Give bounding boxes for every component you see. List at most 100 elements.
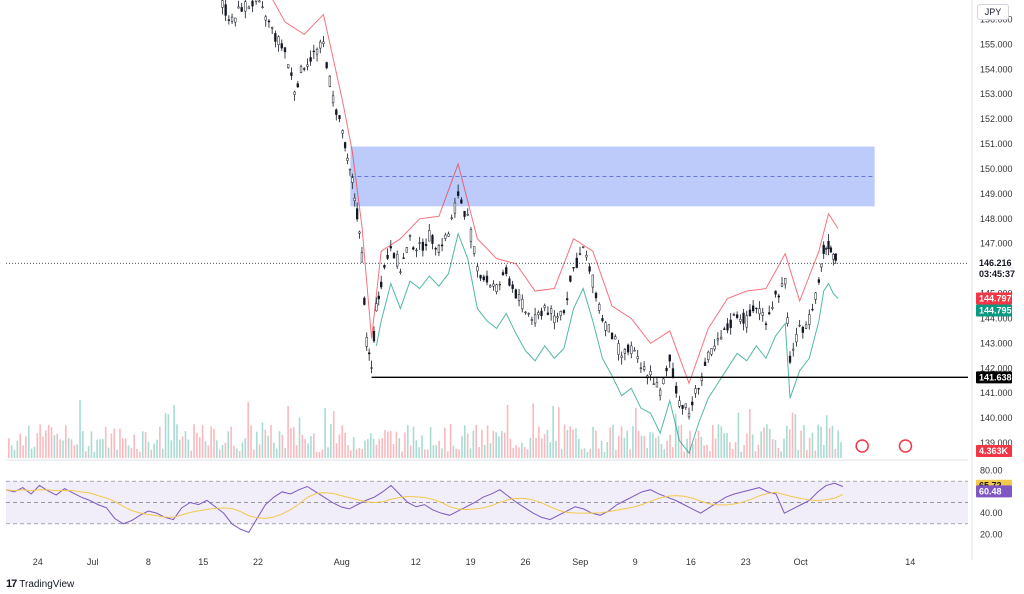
trail-green-badge-bg bbox=[976, 304, 1012, 317]
volume-bar bbox=[144, 431, 147, 458]
volume-bar bbox=[600, 440, 603, 458]
candle-body bbox=[768, 312, 771, 315]
tradingview-logo-icon: 17 bbox=[6, 578, 17, 590]
volume-bar bbox=[418, 447, 420, 458]
candle-body bbox=[553, 315, 556, 324]
volume-bar bbox=[133, 434, 135, 458]
candle-body bbox=[274, 33, 277, 42]
candle-body bbox=[524, 311, 527, 314]
volume-bar bbox=[104, 426, 107, 458]
candle-body bbox=[537, 312, 540, 316]
trail-red-badge-bg bbox=[976, 292, 1012, 305]
volume-bar bbox=[73, 445, 76, 458]
candle-body bbox=[748, 309, 752, 317]
candle-body bbox=[713, 345, 716, 350]
candle-body bbox=[827, 240, 830, 249]
volume-bar bbox=[295, 445, 298, 458]
volume-bar bbox=[446, 451, 449, 458]
price-tick-label: 150.000 bbox=[980, 164, 1013, 174]
volume-bar bbox=[578, 438, 580, 458]
candle-body bbox=[582, 246, 585, 248]
candle-body bbox=[290, 72, 293, 76]
candle-body bbox=[668, 354, 671, 362]
currency-button[interactable]: JPY bbox=[977, 4, 1009, 20]
volume-bar bbox=[669, 434, 671, 458]
candle-body bbox=[408, 235, 412, 237]
volume-bar bbox=[102, 438, 104, 458]
volume-bar bbox=[814, 450, 817, 458]
volume-bar bbox=[686, 438, 688, 458]
volume-bar bbox=[10, 445, 13, 458]
volume-bar bbox=[543, 434, 546, 458]
volume-bar bbox=[147, 441, 150, 458]
price-tick-label: 154.000 bbox=[980, 64, 1013, 74]
candle-body bbox=[476, 266, 479, 272]
candle-body bbox=[447, 233, 450, 237]
volume-bar bbox=[196, 433, 198, 458]
candle-body bbox=[348, 168, 352, 171]
volume-bar bbox=[119, 428, 121, 458]
candle-body bbox=[264, 16, 267, 21]
volume-bar bbox=[640, 435, 643, 458]
volume-bar bbox=[512, 447, 515, 458]
candle-body bbox=[498, 283, 501, 286]
volume-bar bbox=[672, 447, 674, 458]
volume-bar bbox=[221, 444, 224, 458]
volume-bar bbox=[731, 449, 734, 458]
volume-bar bbox=[187, 439, 190, 458]
candle-body bbox=[221, 0, 224, 8]
volume-bar bbox=[99, 439, 101, 458]
volume-bar bbox=[580, 449, 583, 458]
candle-body bbox=[353, 197, 356, 202]
price-tick-label: 149.000 bbox=[980, 189, 1013, 199]
candle-body bbox=[283, 47, 287, 53]
volume-bar bbox=[825, 415, 828, 458]
branding-text: TradingView bbox=[19, 578, 75, 590]
volume-bar bbox=[218, 449, 221, 458]
price-tick-label: 144.000 bbox=[980, 313, 1013, 323]
volume-bar bbox=[481, 429, 483, 458]
volume-bar bbox=[449, 424, 452, 458]
candle-body bbox=[370, 367, 373, 369]
candle-body bbox=[786, 317, 789, 324]
candle-body bbox=[479, 274, 482, 279]
volume-bar bbox=[62, 440, 64, 458]
candle-body bbox=[267, 20, 271, 23]
candle-body bbox=[598, 304, 601, 311]
volume-bar bbox=[572, 429, 574, 458]
volume-bar bbox=[760, 431, 762, 458]
volume-bar bbox=[777, 448, 780, 458]
volume-bar bbox=[124, 438, 127, 458]
candle-body bbox=[591, 274, 594, 288]
volume-bar bbox=[540, 438, 543, 458]
volume-bar bbox=[766, 424, 768, 458]
volume-bar bbox=[16, 440, 19, 458]
volume-bar bbox=[122, 438, 124, 458]
volume-bar bbox=[426, 449, 429, 458]
candle-body bbox=[501, 272, 505, 276]
candle-body bbox=[293, 91, 296, 95]
volume-bar bbox=[780, 451, 782, 458]
volume-bar bbox=[532, 403, 534, 458]
candle-body bbox=[421, 241, 425, 251]
volume-bar bbox=[768, 428, 771, 458]
tradingview-branding[interactable]: 17 TradingView bbox=[6, 578, 74, 590]
volume-bar bbox=[552, 405, 554, 458]
volume-bar bbox=[583, 448, 586, 458]
candle-body bbox=[325, 62, 328, 69]
candle-body bbox=[822, 244, 825, 254]
volume-bar bbox=[110, 433, 113, 458]
candle-body bbox=[726, 323, 729, 331]
volume-bar bbox=[726, 432, 728, 458]
volume-bar bbox=[281, 434, 284, 458]
volume-bar bbox=[39, 424, 41, 458]
volume-bar bbox=[717, 424, 720, 458]
volume-bar bbox=[241, 442, 244, 458]
volume-bar bbox=[318, 451, 321, 458]
candle-body bbox=[437, 244, 441, 253]
candle-body bbox=[566, 298, 569, 301]
volume-bar bbox=[560, 449, 563, 458]
candle-body bbox=[678, 400, 681, 407]
time-tick-label: 8 bbox=[146, 557, 151, 567]
